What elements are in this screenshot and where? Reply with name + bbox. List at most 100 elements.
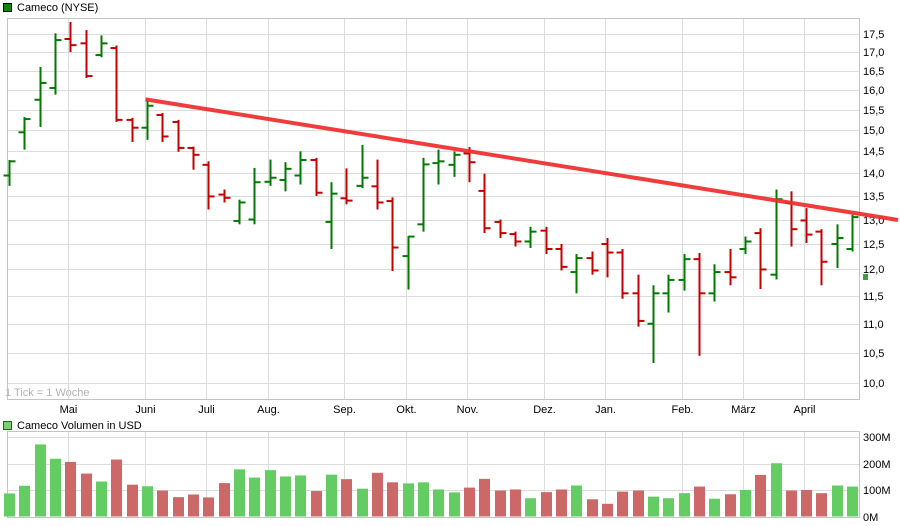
ohlc-bar <box>126 117 139 142</box>
volume-bar <box>495 490 506 517</box>
volume-bar <box>633 490 644 517</box>
ohlc-bar <box>202 161 215 210</box>
volume-legend-square-icon <box>3 421 12 430</box>
month-label: April <box>793 404 815 416</box>
volume-bar <box>418 482 429 517</box>
ohlc-bar <box>846 214 859 252</box>
ohlc-bar <box>693 253 706 356</box>
volume-bar <box>571 485 582 517</box>
volume-bar <box>265 470 276 517</box>
price-axis-label: 16,5 <box>863 66 884 78</box>
ohlc-bar <box>570 254 583 294</box>
gridlines <box>8 19 859 517</box>
volume-bar <box>587 499 598 517</box>
price-axis-label: 17,0 <box>863 47 884 59</box>
ohlc-bar <box>325 182 338 249</box>
ohlc-bar <box>156 112 169 142</box>
volume-bar <box>694 486 705 517</box>
volume-bar <box>111 459 122 517</box>
volume-legend-label: Cameco Volumen in USD <box>17 419 142 432</box>
volume-bar <box>219 483 230 517</box>
volume-bar <box>556 489 567 517</box>
price-axis-label: 16,0 <box>863 85 884 97</box>
volume-axis-label: 100M <box>863 485 891 497</box>
month-label: Feb. <box>671 404 693 416</box>
month-label: Aug. <box>257 404 280 416</box>
price-axis-label: 14,5 <box>863 146 884 158</box>
month-label: Sep. <box>333 404 356 416</box>
volume-bar <box>372 472 383 517</box>
ohlc-bar <box>110 45 123 122</box>
volume-bar <box>234 469 245 517</box>
volume-bar <box>50 458 61 517</box>
volume-bar <box>326 474 337 517</box>
volume-bar <box>525 498 536 517</box>
month-label: Jan. <box>595 404 616 416</box>
volume-bar <box>173 497 184 517</box>
price-axis-label: 15,5 <box>863 105 884 117</box>
ohlc-bar <box>586 251 599 275</box>
price-axis-label: 17,5 <box>863 29 884 41</box>
ohlc-bar <box>80 30 93 78</box>
price-legend-label: Cameco (NYSE) <box>17 1 99 14</box>
month-label: Juli <box>198 404 215 416</box>
ohlc-bar <box>95 35 108 58</box>
volume-bar <box>479 478 490 517</box>
volume-bar <box>617 491 628 517</box>
volume-bar <box>127 484 138 517</box>
ohlc-bar <box>662 274 675 313</box>
ohlc-bar <box>616 248 629 299</box>
volume-bar <box>679 493 690 517</box>
volume-bar <box>357 488 368 517</box>
volume-bar <box>663 498 674 517</box>
ohlc-bar <box>831 224 844 268</box>
last-price-axis-marker <box>863 274 868 280</box>
volume-bar <box>433 489 444 517</box>
volume-bar <box>280 476 291 517</box>
ohlc-bar <box>448 151 461 177</box>
price-legend-square-icon <box>3 3 12 12</box>
month-label: Okt. <box>396 404 416 416</box>
ohlc-bar <box>509 231 522 247</box>
ohlc-bar <box>386 197 399 272</box>
ohlc-bar <box>815 229 828 286</box>
volume-bar <box>648 496 659 517</box>
price-legend: Cameco (NYSE) <box>3 1 99 14</box>
ohlc-bar <box>34 66 47 127</box>
volume-bar <box>755 474 766 517</box>
ohlc-bar <box>310 157 323 196</box>
volume-axis-label: 0M <box>863 512 878 524</box>
volume-axis-labels: 300M 200M 100M 0M <box>863 432 891 524</box>
ohlc-bar <box>678 254 691 291</box>
plot-borders <box>7 18 860 518</box>
volume-bar <box>65 461 76 517</box>
ohlc-bar <box>64 21 77 53</box>
volume-bar <box>740 490 751 517</box>
volume-bar <box>725 494 736 517</box>
volume-bar <box>157 490 168 517</box>
ohlc-bar <box>3 160 16 186</box>
volume-bar <box>35 444 46 517</box>
trend-line <box>145 97 899 222</box>
ohlc-bar <box>356 144 369 189</box>
price-axis-label: 11,0 <box>863 319 884 331</box>
ohlc-bar <box>264 159 277 186</box>
price-axis-label: 12,0 <box>863 264 884 276</box>
month-label: Juni <box>135 404 155 416</box>
ohlc-bar <box>432 149 445 185</box>
volume-bar <box>81 473 92 517</box>
ohlc-bar <box>785 191 798 247</box>
month-label: Nov. <box>457 404 479 416</box>
volume-axis-label: 300M <box>863 432 891 444</box>
ohlc-bar <box>371 159 384 210</box>
volume-bar <box>403 483 414 517</box>
volume-bar <box>449 492 460 517</box>
ohlc-bars <box>3 21 859 363</box>
ohlc-bar <box>601 238 614 278</box>
ohlc-bar <box>402 235 415 290</box>
ohlc-bar <box>233 199 246 225</box>
volume-bar <box>203 497 214 517</box>
ohlc-bar <box>478 173 491 234</box>
ohlc-bar <box>248 167 261 225</box>
